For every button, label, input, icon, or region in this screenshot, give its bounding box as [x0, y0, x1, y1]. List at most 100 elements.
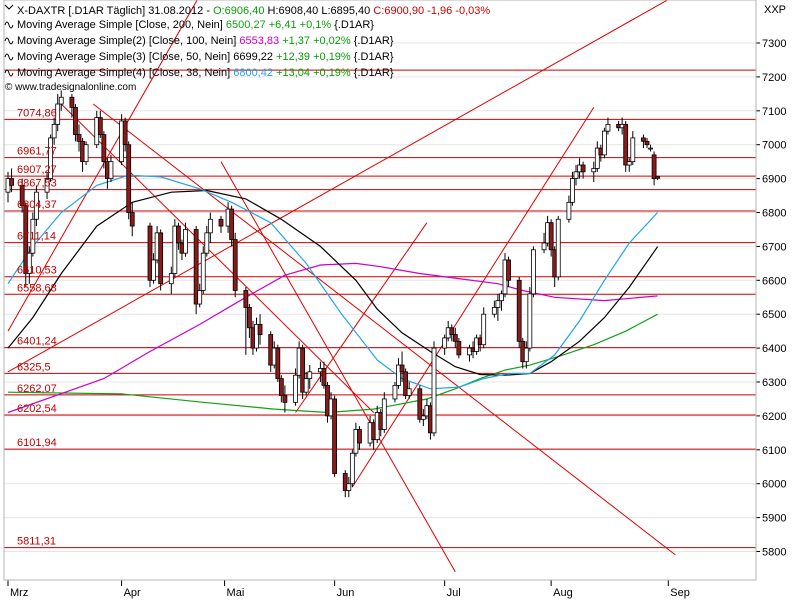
header-change-pct: -0,03% — [455, 5, 490, 17]
level-label: 7074,86 — [17, 107, 57, 119]
y-tick-label: 6100 — [762, 445, 786, 457]
level-label: 6558,68 — [17, 282, 57, 294]
candle-body — [523, 347, 529, 363]
moving-average-line-ma200 — [7, 313, 658, 414]
candle-body — [527, 293, 533, 349]
candle-body — [34, 191, 39, 220]
copyright-text: © www.tradesignalonline.com — [5, 82, 136, 93]
candle-body — [204, 232, 210, 254]
candle-body — [570, 178, 575, 203]
level-label: 6804,37 — [17, 199, 57, 211]
candle-body — [406, 388, 412, 396]
y-tick-label: 6700 — [762, 241, 786, 253]
candle-body — [506, 259, 511, 281]
y-tick-label: 5800 — [762, 547, 786, 559]
moving-average-line-ma38 — [7, 174, 659, 390]
candle-body — [481, 313, 487, 346]
header-change: -1,96 — [427, 5, 455, 17]
candle-body — [300, 347, 306, 393]
indicator-wave-icon — [4, 53, 14, 61]
candle-body — [23, 205, 29, 274]
indicator-change-pct: +0,1% — [300, 19, 335, 31]
y-tick-label: 6200 — [762, 411, 786, 423]
indicator-change-pct: +0,19% — [313, 67, 354, 79]
candle-body — [392, 384, 398, 400]
candle-body — [531, 249, 536, 295]
candle-body — [648, 147, 653, 150]
indicator-change-pct: +0,19% — [313, 51, 354, 63]
candle-body — [580, 164, 586, 173]
candle-body — [303, 378, 309, 393]
candle-body — [420, 415, 426, 420]
indicator-wave-icon — [4, 69, 14, 77]
level-label: 5811,31 — [17, 536, 56, 548]
indicator-label: Moving Average Simple(3) [Close, 50, Nei… — [17, 51, 233, 63]
indicator-change: +13,04 — [276, 67, 313, 79]
candle-body — [58, 96, 64, 105]
candle-body — [282, 395, 288, 403]
candle-body — [342, 473, 348, 491]
y-tick-label: 7100 — [762, 106, 786, 118]
indicator-suffix: {.D1AR} — [354, 35, 394, 47]
level-label: 6325,5 — [17, 361, 51, 373]
indicator-label: Moving Average Simple(2) [Close, 100, Ne… — [17, 35, 239, 47]
candle-body — [623, 123, 629, 166]
indicator-value: 6553,83 — [239, 35, 282, 47]
level-label: 6101,94 — [17, 437, 57, 449]
indicator-line: Moving Average Simple [Close, 200, Nein]… — [17, 19, 374, 31]
level-label: 6401,24 — [17, 336, 57, 348]
indicator-wave-icon — [4, 21, 14, 29]
indicator-label: Moving Average Simple(4) [Close, 38, Nei… — [17, 67, 233, 79]
trend-line — [92, 103, 676, 556]
indicator-value: 6800,42 — [233, 67, 276, 79]
candle-body — [449, 327, 455, 335]
candle-body — [399, 364, 405, 373]
axis-title: XXP — [764, 4, 786, 16]
indicator-value: 6699,22 — [233, 51, 276, 63]
y-tick-label: 6000 — [762, 479, 786, 491]
chevron-down-icon — [4, 4, 14, 10]
candle-body — [431, 347, 437, 434]
candle-body — [626, 161, 632, 166]
candle-body — [101, 134, 107, 163]
y-tick-label: 7300 — [762, 38, 786, 50]
trend-line — [220, 161, 456, 573]
candle-body — [278, 378, 284, 396]
candle-body — [197, 290, 203, 305]
candle-body — [605, 123, 611, 132]
indicator-line: Moving Average Simple(3) [Close, 50, Nei… — [17, 51, 394, 63]
candle-body — [83, 144, 89, 163]
candle-body — [417, 388, 423, 420]
candle-body — [172, 225, 178, 274]
candle-body — [30, 218, 36, 254]
trend-line — [7, 0, 669, 373]
candle-body — [26, 252, 32, 274]
level-label: 6610,53 — [17, 265, 57, 277]
header-open: O:6906,40 — [213, 5, 267, 17]
indicator-label: Moving Average Simple [Close, 200, Nein] — [17, 19, 226, 31]
header-main-line: X-DAXTR [.D1AR Täglich] 31.08.2012 - O:6… — [17, 5, 490, 17]
candle-body — [48, 137, 53, 179]
candle-body — [69, 96, 75, 108]
candle-body — [651, 154, 657, 179]
header-low: L:6895,40 — [321, 5, 373, 17]
candle-body — [321, 368, 327, 386]
indicator-line: Moving Average Simple(4) [Close, 38, Nei… — [17, 67, 394, 79]
candle-body — [175, 225, 181, 244]
candle-body — [129, 212, 135, 227]
indicator-change: +6,41 — [269, 19, 300, 31]
x-tick-label: Mrz — [10, 587, 28, 599]
y-tick-label: 7000 — [762, 140, 786, 152]
candle-body — [232, 239, 238, 291]
candle-body — [403, 371, 409, 396]
candle-body — [442, 337, 448, 349]
header-close: C:6900,90 — [373, 5, 427, 17]
candle-body — [9, 178, 14, 186]
indicator-change: +12,39 — [276, 51, 313, 63]
y-tick-label: 6400 — [762, 343, 786, 355]
candle-body — [573, 171, 579, 180]
trend-line — [60, 103, 375, 413]
candle-body — [73, 107, 78, 135]
